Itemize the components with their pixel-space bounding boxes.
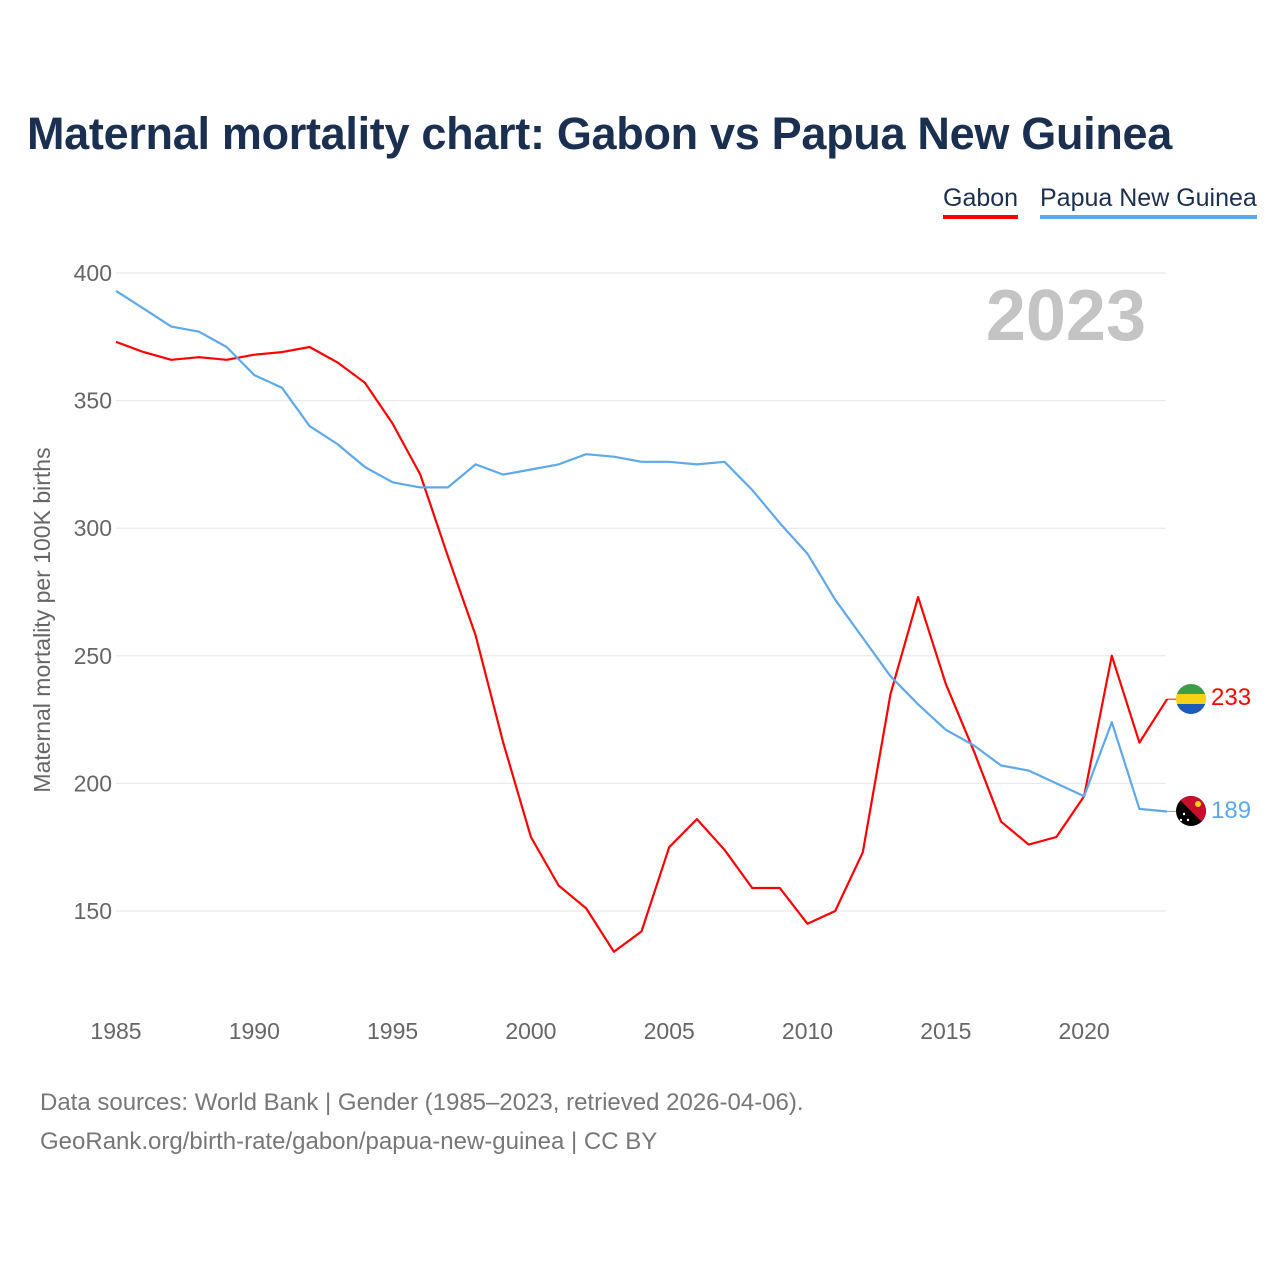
y-tick-label: 400 (74, 260, 112, 286)
chart-title: Maternal mortality chart: Gabon vs Papua… (27, 108, 1172, 159)
x-tick-label: 2015 (920, 1018, 971, 1044)
source-line-1: Data sources: World Bank | Gender (1985–… (40, 1089, 804, 1116)
gabon-series-line (115, 340, 1169, 953)
y-tick-label: 200 (74, 770, 112, 796)
x-tick-label: 1985 (90, 1018, 141, 1044)
x-tick-label: 2000 (505, 1018, 556, 1044)
x-tick-label: 2020 (1059, 1018, 1110, 1044)
gabon-flag-icon (1176, 684, 1206, 714)
legend-papua-new-guinea[interactable]: Papua New Guinea (1040, 184, 1257, 219)
year-watermark: 2023 (986, 276, 1146, 356)
y-tick-label: 250 (74, 643, 112, 669)
x-tick-label: 1995 (367, 1018, 418, 1044)
y-tick-label: 150 (74, 898, 112, 924)
legend-gabon[interactable]: Gabon (943, 184, 1019, 219)
y-tick-label: 350 (74, 388, 112, 414)
x-tick-label: 2010 (782, 1018, 833, 1044)
gabon-end-label: 233 (1211, 684, 1251, 711)
x-tick-label: 2005 (644, 1018, 695, 1044)
y-axis-label: Maternal mortality per 100K births (29, 447, 55, 792)
x-tick-label: 1990 (229, 1018, 280, 1044)
papua-new-guinea-series-line (115, 289, 1168, 813)
y-tick-label: 300 (74, 515, 112, 541)
source-line-2[interactable]: GeoRank.org/birth-rate/gabon/papua-new-g… (40, 1128, 658, 1155)
papua-new-guinea-end-label: 189 (1211, 797, 1251, 824)
papua-new-guinea-flag-icon (1176, 796, 1206, 826)
